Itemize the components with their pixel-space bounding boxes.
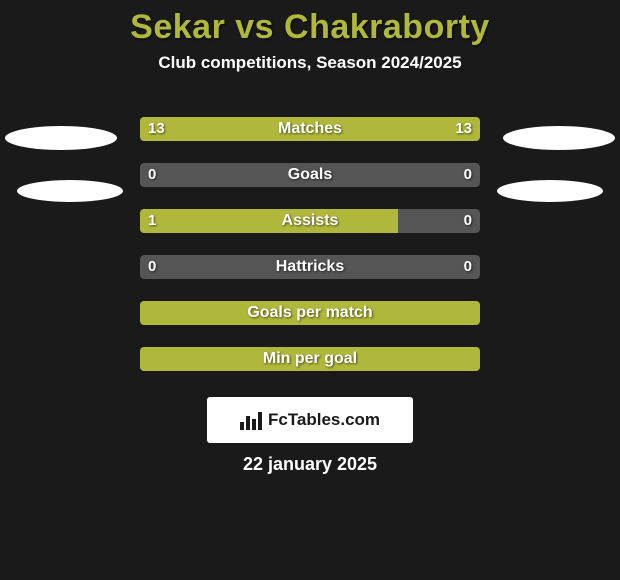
stat-bar [140, 209, 480, 233]
badge-text: FcTables.com [268, 410, 380, 430]
stat-bar [140, 255, 480, 279]
stat-bar [140, 117, 480, 141]
stat-row: Assists10 [0, 209, 620, 233]
fctables-badge: FcTables.com [207, 397, 413, 443]
stat-bar [140, 301, 480, 325]
stat-bar-bg [140, 255, 480, 279]
stat-row: Matches1313 [0, 117, 620, 141]
bars-icon [240, 410, 262, 430]
stat-bar [140, 347, 480, 371]
stat-bar-left [140, 117, 310, 141]
stat-bar-bg [140, 163, 480, 187]
stat-row: Min per goal [0, 347, 620, 371]
stat-bar-left [140, 347, 480, 371]
footer-date: 22 january 2025 [0, 454, 620, 475]
stat-row: Goals00 [0, 163, 620, 187]
stat-rows: Matches1313 Goals00 Assists10 Hattricks00 Go… [0, 117, 620, 371]
stat-row: Goals per match [0, 301, 620, 325]
stat-bar-left [140, 301, 480, 325]
subtitle: Club competitions, Season 2024/2025 [0, 53, 620, 73]
page-title: Sekar vs Chakraborty [0, 8, 620, 47]
stat-bar [140, 163, 480, 187]
stat-bar-left [140, 209, 398, 233]
comparison-infographic: Sekar vs Chakraborty Club competitions, … [0, 0, 620, 580]
stat-bar-right [310, 117, 480, 141]
stat-row: Hattricks00 [0, 255, 620, 279]
